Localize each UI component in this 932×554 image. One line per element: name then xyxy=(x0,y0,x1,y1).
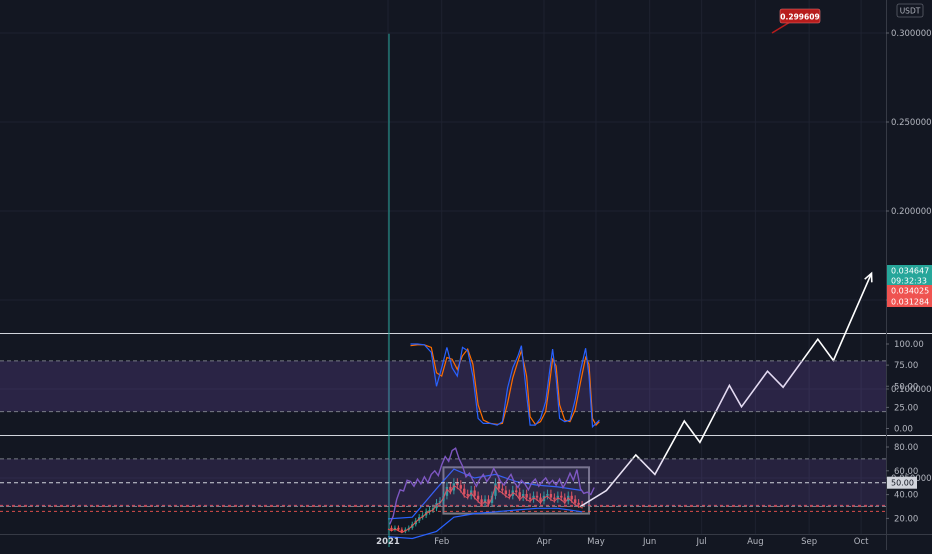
candle-body xyxy=(487,499,490,503)
callout-box xyxy=(779,8,821,24)
bb-upper-line xyxy=(387,468,583,520)
callout-label: 0.299609 xyxy=(780,13,819,22)
x-tick-label: May xyxy=(587,537,605,547)
moving-average-line xyxy=(387,484,583,534)
stoch-k-line xyxy=(410,343,600,429)
y-tick-label: 0.250000 xyxy=(891,118,932,128)
candle-body xyxy=(476,495,480,500)
candle-body xyxy=(560,495,563,498)
y-tick-label: 80.00 xyxy=(894,443,918,453)
candle-body xyxy=(528,497,532,500)
y-tick-label: 0.100000 xyxy=(891,385,932,395)
candle-body xyxy=(563,497,566,502)
candle-body xyxy=(546,494,549,496)
candle-body xyxy=(456,483,459,486)
currency-label: USDT xyxy=(900,7,921,16)
candle-body xyxy=(445,486,449,496)
candle-body xyxy=(577,502,580,505)
candle-body xyxy=(438,501,442,503)
price-tag xyxy=(887,275,932,286)
y-tick-label: 25.00 xyxy=(894,403,918,413)
price-tag-label: 09:32:33 xyxy=(891,277,927,286)
price-tag xyxy=(887,285,932,296)
candle-body xyxy=(553,497,556,500)
currency-badge xyxy=(896,3,924,18)
price-tag xyxy=(887,296,932,307)
y-tick-label: 20.00 xyxy=(894,514,918,524)
x-tick-label: Sep xyxy=(801,537,817,547)
candle-body xyxy=(504,490,508,495)
candle-body xyxy=(449,486,452,491)
y-tick-label: 0.00 xyxy=(894,425,913,435)
candle-body xyxy=(570,495,573,500)
candle-body xyxy=(573,499,577,503)
candle-body xyxy=(459,485,462,489)
candle-body xyxy=(466,494,469,496)
x-tick-label: Aug xyxy=(747,537,764,547)
candle-body xyxy=(518,492,521,498)
stoch-band xyxy=(0,360,886,412)
candle-body xyxy=(463,488,466,495)
y-tick-label: 100.00 xyxy=(894,340,924,350)
bb-lower-line xyxy=(387,507,583,540)
candle-body xyxy=(508,494,511,496)
x-tick-label: Oct xyxy=(854,537,869,547)
y-tick-label: 40.00 xyxy=(894,491,918,501)
rsi-line xyxy=(389,447,595,525)
projection-arrowhead xyxy=(864,271,873,283)
candle-body xyxy=(535,495,539,498)
candle-body xyxy=(549,494,553,498)
x-tick-label: Jul xyxy=(696,537,707,547)
candle-body xyxy=(431,508,435,511)
x-tick-label: Jun xyxy=(642,537,656,547)
candle-body xyxy=(501,488,504,491)
candle-body xyxy=(390,527,393,530)
y-tick-label: 60.00 xyxy=(894,467,918,477)
y-tick-label: 75.00 xyxy=(894,361,918,371)
candle-body xyxy=(497,483,501,489)
price-tag-label: 0.031284 xyxy=(891,298,929,307)
price-callout: 0.299609 xyxy=(771,8,821,34)
price-tag xyxy=(887,265,932,276)
y-tick-label: 0.200000 xyxy=(891,207,932,217)
x-tick-label: Feb xyxy=(434,537,449,547)
midline-tag xyxy=(887,476,917,489)
price-tag-label: 0.034025 xyxy=(891,287,929,296)
candle-body xyxy=(515,490,518,493)
y-tick-label: 0.300000 xyxy=(891,29,932,39)
candle-body xyxy=(400,529,404,532)
candle-body xyxy=(397,527,400,530)
projection-path xyxy=(579,272,873,508)
candle-body xyxy=(480,499,483,503)
stoch-d-line xyxy=(410,344,600,427)
candle-body xyxy=(428,510,431,512)
x-tick-label: 2021 xyxy=(376,537,400,547)
candle-body xyxy=(494,483,497,496)
candle-body xyxy=(490,495,494,503)
y-tick-label: 50.00 xyxy=(894,382,918,392)
midline-tag-label: 50.00 xyxy=(891,479,914,488)
price-tag-label: 0.034647 xyxy=(891,267,929,276)
candle-body xyxy=(473,490,476,496)
x-tick-label: Apr xyxy=(537,537,552,547)
candle-body xyxy=(525,494,528,498)
callout-pointer xyxy=(771,21,791,34)
candle-body xyxy=(539,497,542,502)
